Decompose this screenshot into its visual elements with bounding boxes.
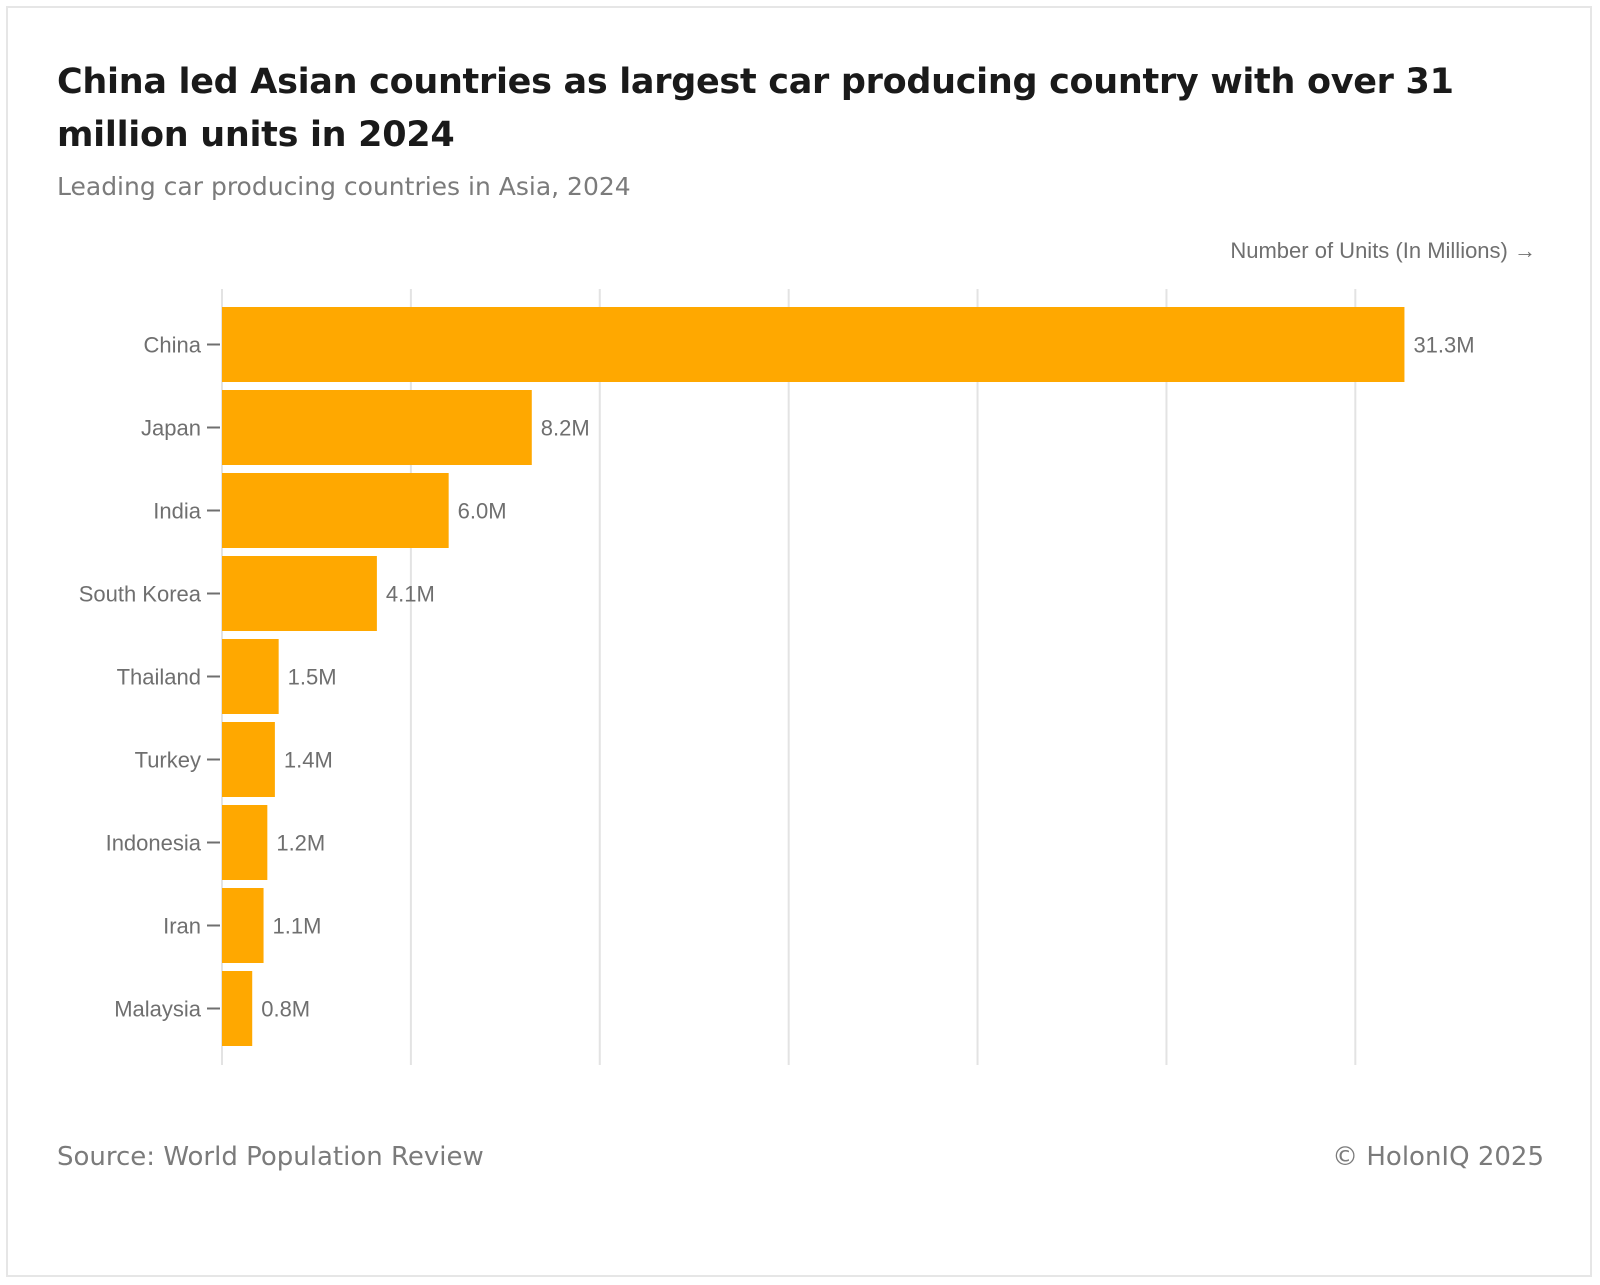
category-label: South Korea	[79, 582, 202, 607]
bar	[222, 971, 253, 1046]
bars	[222, 307, 1405, 1046]
category-label: China	[144, 333, 202, 358]
category-label: Indonesia	[106, 831, 202, 856]
value-label: 1.2M	[276, 831, 325, 856]
chart-title: China led Asian countries as largest car…	[57, 62, 1454, 155]
value-label: 8.2M	[541, 416, 590, 441]
source-note: Source: World Population Review	[57, 1142, 484, 1172]
category-label: Iran	[163, 914, 201, 939]
value-label: 4.1M	[386, 582, 435, 607]
x-axis-label: Number of Units (In Millions) →	[1230, 238, 1536, 263]
value-label: 0.8M	[261, 997, 310, 1022]
bar	[222, 722, 275, 797]
category-label: India	[153, 499, 201, 524]
category-labels: China Japan India South Korea Thailand Turkey…	[79, 333, 220, 1022]
category-label: Thailand	[117, 665, 201, 690]
value-label: 6.0M	[458, 499, 507, 524]
value-label: 1.1M	[273, 914, 322, 939]
bar	[222, 473, 449, 548]
bar	[222, 639, 279, 714]
copyright-note: © HolonIQ 2025	[1332, 1142, 1544, 1172]
value-label: 1.4M	[284, 748, 333, 773]
bar	[222, 888, 264, 963]
category-label: Malaysia	[114, 997, 202, 1022]
category-label: Japan	[141, 416, 201, 441]
value-labels: 31.3M 8.2M 6.0M 4.1M 1.5M 1.4M 1.2M 1.1M 0.8M	[261, 333, 1474, 1022]
bar	[222, 556, 377, 631]
chart-subtitle: Leading car producing countries in Asia,…	[57, 172, 631, 201]
category-label: Turkey	[135, 748, 201, 773]
bar	[222, 390, 532, 465]
bar	[222, 307, 1405, 382]
bar	[222, 805, 268, 880]
value-label: 31.3M	[1413, 333, 1474, 358]
value-label: 1.5M	[288, 665, 337, 690]
